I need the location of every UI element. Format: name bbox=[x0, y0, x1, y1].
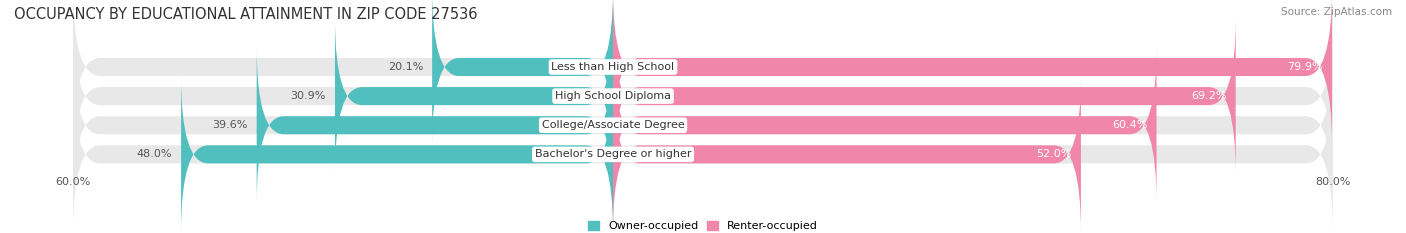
FancyBboxPatch shape bbox=[181, 76, 613, 233]
FancyBboxPatch shape bbox=[613, 76, 1081, 233]
Text: 60.0%: 60.0% bbox=[55, 177, 91, 187]
Text: 79.9%: 79.9% bbox=[1288, 62, 1323, 72]
FancyBboxPatch shape bbox=[432, 0, 613, 145]
Text: 39.6%: 39.6% bbox=[212, 120, 247, 130]
Text: 30.9%: 30.9% bbox=[291, 91, 326, 101]
FancyBboxPatch shape bbox=[335, 18, 613, 175]
FancyBboxPatch shape bbox=[613, 0, 1331, 145]
Text: 80.0%: 80.0% bbox=[1315, 177, 1351, 187]
FancyBboxPatch shape bbox=[73, 18, 1333, 175]
Text: Source: ZipAtlas.com: Source: ZipAtlas.com bbox=[1281, 7, 1392, 17]
FancyBboxPatch shape bbox=[613, 47, 1157, 204]
Text: High School Diploma: High School Diploma bbox=[555, 91, 671, 101]
Text: College/Associate Degree: College/Associate Degree bbox=[541, 120, 685, 130]
Text: 48.0%: 48.0% bbox=[136, 149, 172, 159]
Legend: Owner-occupied, Renter-occupied: Owner-occupied, Renter-occupied bbox=[583, 216, 823, 233]
Text: OCCUPANCY BY EDUCATIONAL ATTAINMENT IN ZIP CODE 27536: OCCUPANCY BY EDUCATIONAL ATTAINMENT IN Z… bbox=[14, 7, 478, 22]
FancyBboxPatch shape bbox=[613, 18, 1236, 175]
FancyBboxPatch shape bbox=[73, 47, 1333, 204]
Text: 52.0%: 52.0% bbox=[1036, 149, 1071, 159]
FancyBboxPatch shape bbox=[73, 76, 1333, 233]
FancyBboxPatch shape bbox=[73, 0, 1333, 145]
Text: Bachelor's Degree or higher: Bachelor's Degree or higher bbox=[534, 149, 692, 159]
Text: 69.2%: 69.2% bbox=[1191, 91, 1226, 101]
FancyBboxPatch shape bbox=[257, 47, 613, 204]
Text: Less than High School: Less than High School bbox=[551, 62, 675, 72]
Text: 60.4%: 60.4% bbox=[1112, 120, 1147, 130]
Text: 20.1%: 20.1% bbox=[388, 62, 423, 72]
